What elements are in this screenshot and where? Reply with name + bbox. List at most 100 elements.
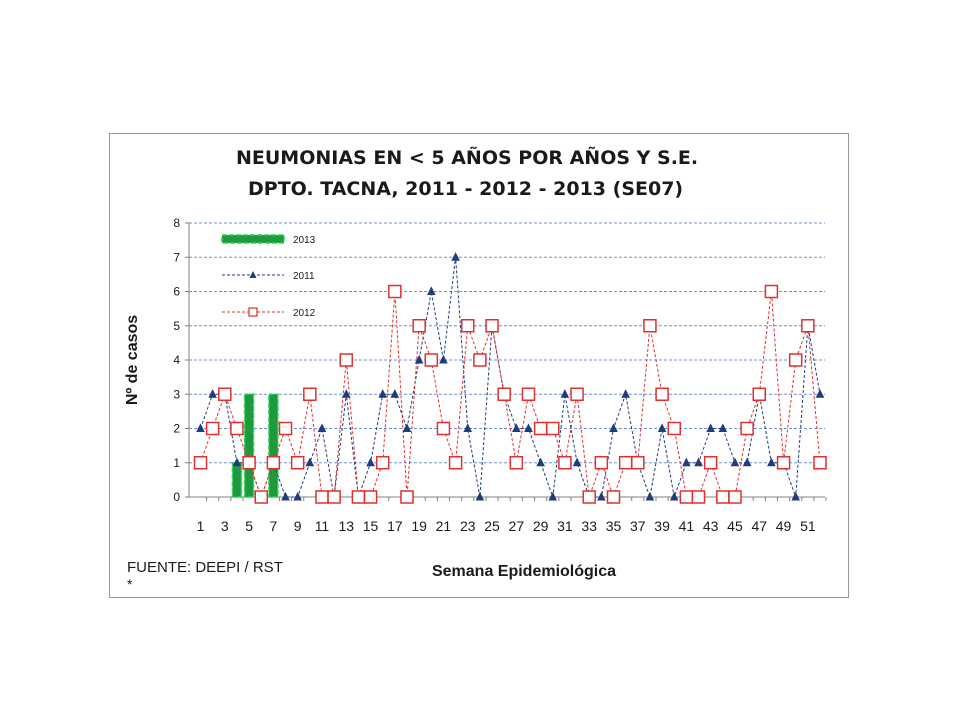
y-tick-label: 6 (173, 285, 180, 299)
point-2012-week-24 (473, 353, 487, 367)
chart-subtitle: DPTO. TACNA, 2011 - 2012 - 2013 (SE07) (248, 178, 684, 200)
legend-label-2011: 2011 (293, 271, 315, 282)
point-2011-week-22 (451, 252, 460, 261)
x-tick-label: 23 (460, 518, 476, 534)
point-2012-week-1 (193, 456, 208, 470)
x-tick-label: 7 (269, 518, 277, 534)
point-2012-week-9 (290, 456, 305, 470)
point-2012-week-42 (691, 490, 706, 504)
point-2012-week-27 (509, 456, 524, 470)
point-2012-week-39 (655, 387, 669, 401)
point-2011-week-16 (378, 389, 388, 398)
point-2011-week-46 (742, 457, 752, 467)
point-2012-week-25 (485, 319, 499, 333)
point-2012-week-22 (448, 456, 463, 470)
y-tick-label: 2 (173, 422, 180, 436)
point-2012-week-41 (679, 490, 694, 504)
point-2011-week-36 (621, 389, 630, 398)
y-tick-label: 4 (173, 353, 180, 367)
point-2011-week-48 (767, 457, 776, 467)
point-2011-week-34 (597, 491, 606, 501)
point-2012-week-50 (788, 353, 803, 367)
bar-2013-week-7 (268, 393, 279, 498)
x-tick-label: 13 (338, 518, 354, 534)
point-2011-week-13 (341, 389, 351, 398)
footnote-marker: * (127, 576, 133, 592)
source-note: FUENTE: DEEPI / RST (127, 559, 283, 576)
x-tick-label: 31 (557, 518, 573, 534)
point-2011-week-9 (293, 491, 302, 501)
point-2012-week-34 (594, 456, 609, 470)
point-2012-week-23 (460, 319, 475, 333)
point-2011-week-8 (281, 491, 290, 501)
point-2011-week-21 (439, 354, 448, 364)
x-tick-label: 35 (606, 518, 622, 534)
point-2011-week-27 (512, 423, 521, 432)
x-tick-label: 37 (630, 518, 646, 534)
x-tick-label: 47 (751, 518, 767, 534)
y-tick-label: 7 (173, 250, 180, 264)
point-2012-week-37 (631, 456, 645, 470)
y-tick-label: 0 (173, 490, 180, 504)
point-2012-week-16 (375, 456, 390, 470)
point-2011-week-20 (426, 286, 436, 295)
point-2011-week-50 (791, 491, 801, 501)
x-tick-label: 1 (197, 518, 205, 534)
point-2012-week-21 (436, 421, 451, 436)
series-line-2011 (200, 257, 821, 499)
point-2012-week-46 (740, 421, 754, 436)
point-2012-week-3 (218, 387, 232, 401)
x-tick-label: 9 (294, 518, 302, 534)
x-tick-label: 39 (654, 518, 670, 534)
point-2011-week-17 (390, 389, 400, 398)
point-2012-week-44 (716, 490, 730, 504)
point-2012-week-11 (315, 490, 329, 504)
point-2011-week-18 (402, 423, 412, 432)
point-2012-week-48 (764, 284, 779, 299)
x-tick-label: 33 (581, 518, 597, 534)
point-2011-week-42 (694, 457, 703, 467)
point-2011-week-28 (524, 423, 533, 432)
x-tick-label: 21 (436, 518, 452, 534)
point-2012-week-12 (327, 490, 341, 504)
point-2012-week-18 (400, 490, 414, 504)
point-2011-week-23 (463, 423, 473, 432)
point-2011-week-35 (609, 423, 618, 432)
x-tick-label: 3 (221, 518, 229, 534)
x-tick-label: 49 (776, 518, 792, 534)
point-2012-week-13 (339, 353, 354, 367)
y-tick-label: 3 (173, 387, 180, 401)
point-2012-week-10 (303, 387, 317, 401)
x-tick-label: 27 (509, 518, 525, 534)
point-2012-week-2 (205, 421, 220, 436)
legend-marker-2011 (249, 271, 257, 278)
x-tick-label: 51 (800, 518, 816, 534)
point-2012-week-7 (266, 456, 281, 470)
point-2012-week-47 (752, 387, 767, 401)
x-axis-label: Semana Epidemiológica (431, 563, 617, 580)
point-2011-week-15 (366, 457, 375, 467)
point-2012-week-4 (230, 421, 244, 436)
point-2012-week-30 (546, 421, 560, 436)
point-2011-week-43 (706, 423, 715, 432)
x-tick-label: 11 (315, 518, 330, 534)
point-2011-week-45 (730, 457, 740, 467)
point-2011-week-40 (669, 491, 679, 501)
point-2012-week-31 (558, 456, 572, 470)
x-tick-label: 43 (703, 518, 719, 534)
y-tick-label: 8 (173, 216, 180, 230)
point-2011-week-19 (414, 354, 424, 364)
point-2012-week-52 (813, 456, 827, 470)
point-2012-week-28 (521, 387, 536, 401)
point-2012-week-33 (582, 490, 596, 504)
chart-title: NEUMONIAS EN < 5 AÑOS POR AÑOS Y S.E. (236, 147, 699, 169)
point-2011-week-32 (572, 457, 582, 467)
point-2012-week-51 (801, 319, 815, 333)
point-2012-week-26 (497, 387, 511, 401)
point-2012-week-40 (667, 421, 681, 436)
point-2012-week-19 (412, 319, 426, 333)
point-2012-week-20 (424, 353, 439, 367)
legend-swatch-2013 (221, 234, 285, 244)
point-2011-week-2 (208, 389, 217, 398)
